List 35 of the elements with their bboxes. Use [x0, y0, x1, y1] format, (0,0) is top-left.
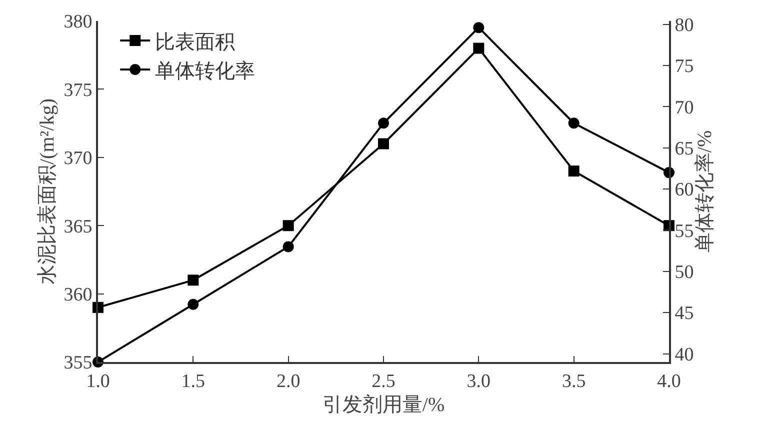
y-tick-label: 360: [64, 284, 92, 306]
y-tick-label: 380: [64, 12, 92, 33]
y2-tick-label: 40: [674, 344, 694, 366]
point: [473, 42, 484, 54]
y-tick-label: 375: [64, 80, 92, 101]
x-tick-label: 4.0: [657, 370, 681, 392]
y2-axis-title: 单体转化率/%: [694, 130, 716, 253]
y2-tick-label: 80: [674, 14, 694, 36]
x-tick-label: 1.5: [181, 370, 206, 392]
y2-tick-label: 50: [674, 262, 694, 284]
point: [473, 22, 484, 34]
point: [568, 166, 580, 177]
point: [378, 118, 389, 129]
y-tick-label: 365: [64, 216, 92, 238]
y2-tick-label: 75: [674, 56, 694, 78]
x-tick-label: 2.5: [372, 370, 396, 392]
point: [188, 298, 199, 310]
point: [282, 220, 294, 232]
legend-label: 比表面积: [155, 31, 236, 54]
x-tick-label: 2.0: [276, 370, 300, 392]
x-axis-title: 引发剂用量/%: [322, 394, 445, 416]
y-axis-title: 水泥比表面积/(m²/kg): [36, 98, 59, 284]
y2-tick-label: 65: [674, 138, 694, 160]
y2-tick-label: 45: [674, 303, 694, 324]
x-tick-label: 3.5: [562, 370, 586, 392]
y2-tick-label: 55: [674, 220, 694, 242]
y2-tick-label: 70: [674, 97, 694, 118]
point: [282, 241, 294, 252]
point: [188, 274, 199, 286]
x-tick-label: 3.0: [466, 370, 491, 392]
point: [378, 138, 389, 150]
point: [568, 118, 580, 129]
y-tick-label: 370: [64, 148, 92, 170]
y2-tick-label: 60: [674, 180, 694, 201]
legend-label: 单体转化率: [155, 60, 256, 82]
